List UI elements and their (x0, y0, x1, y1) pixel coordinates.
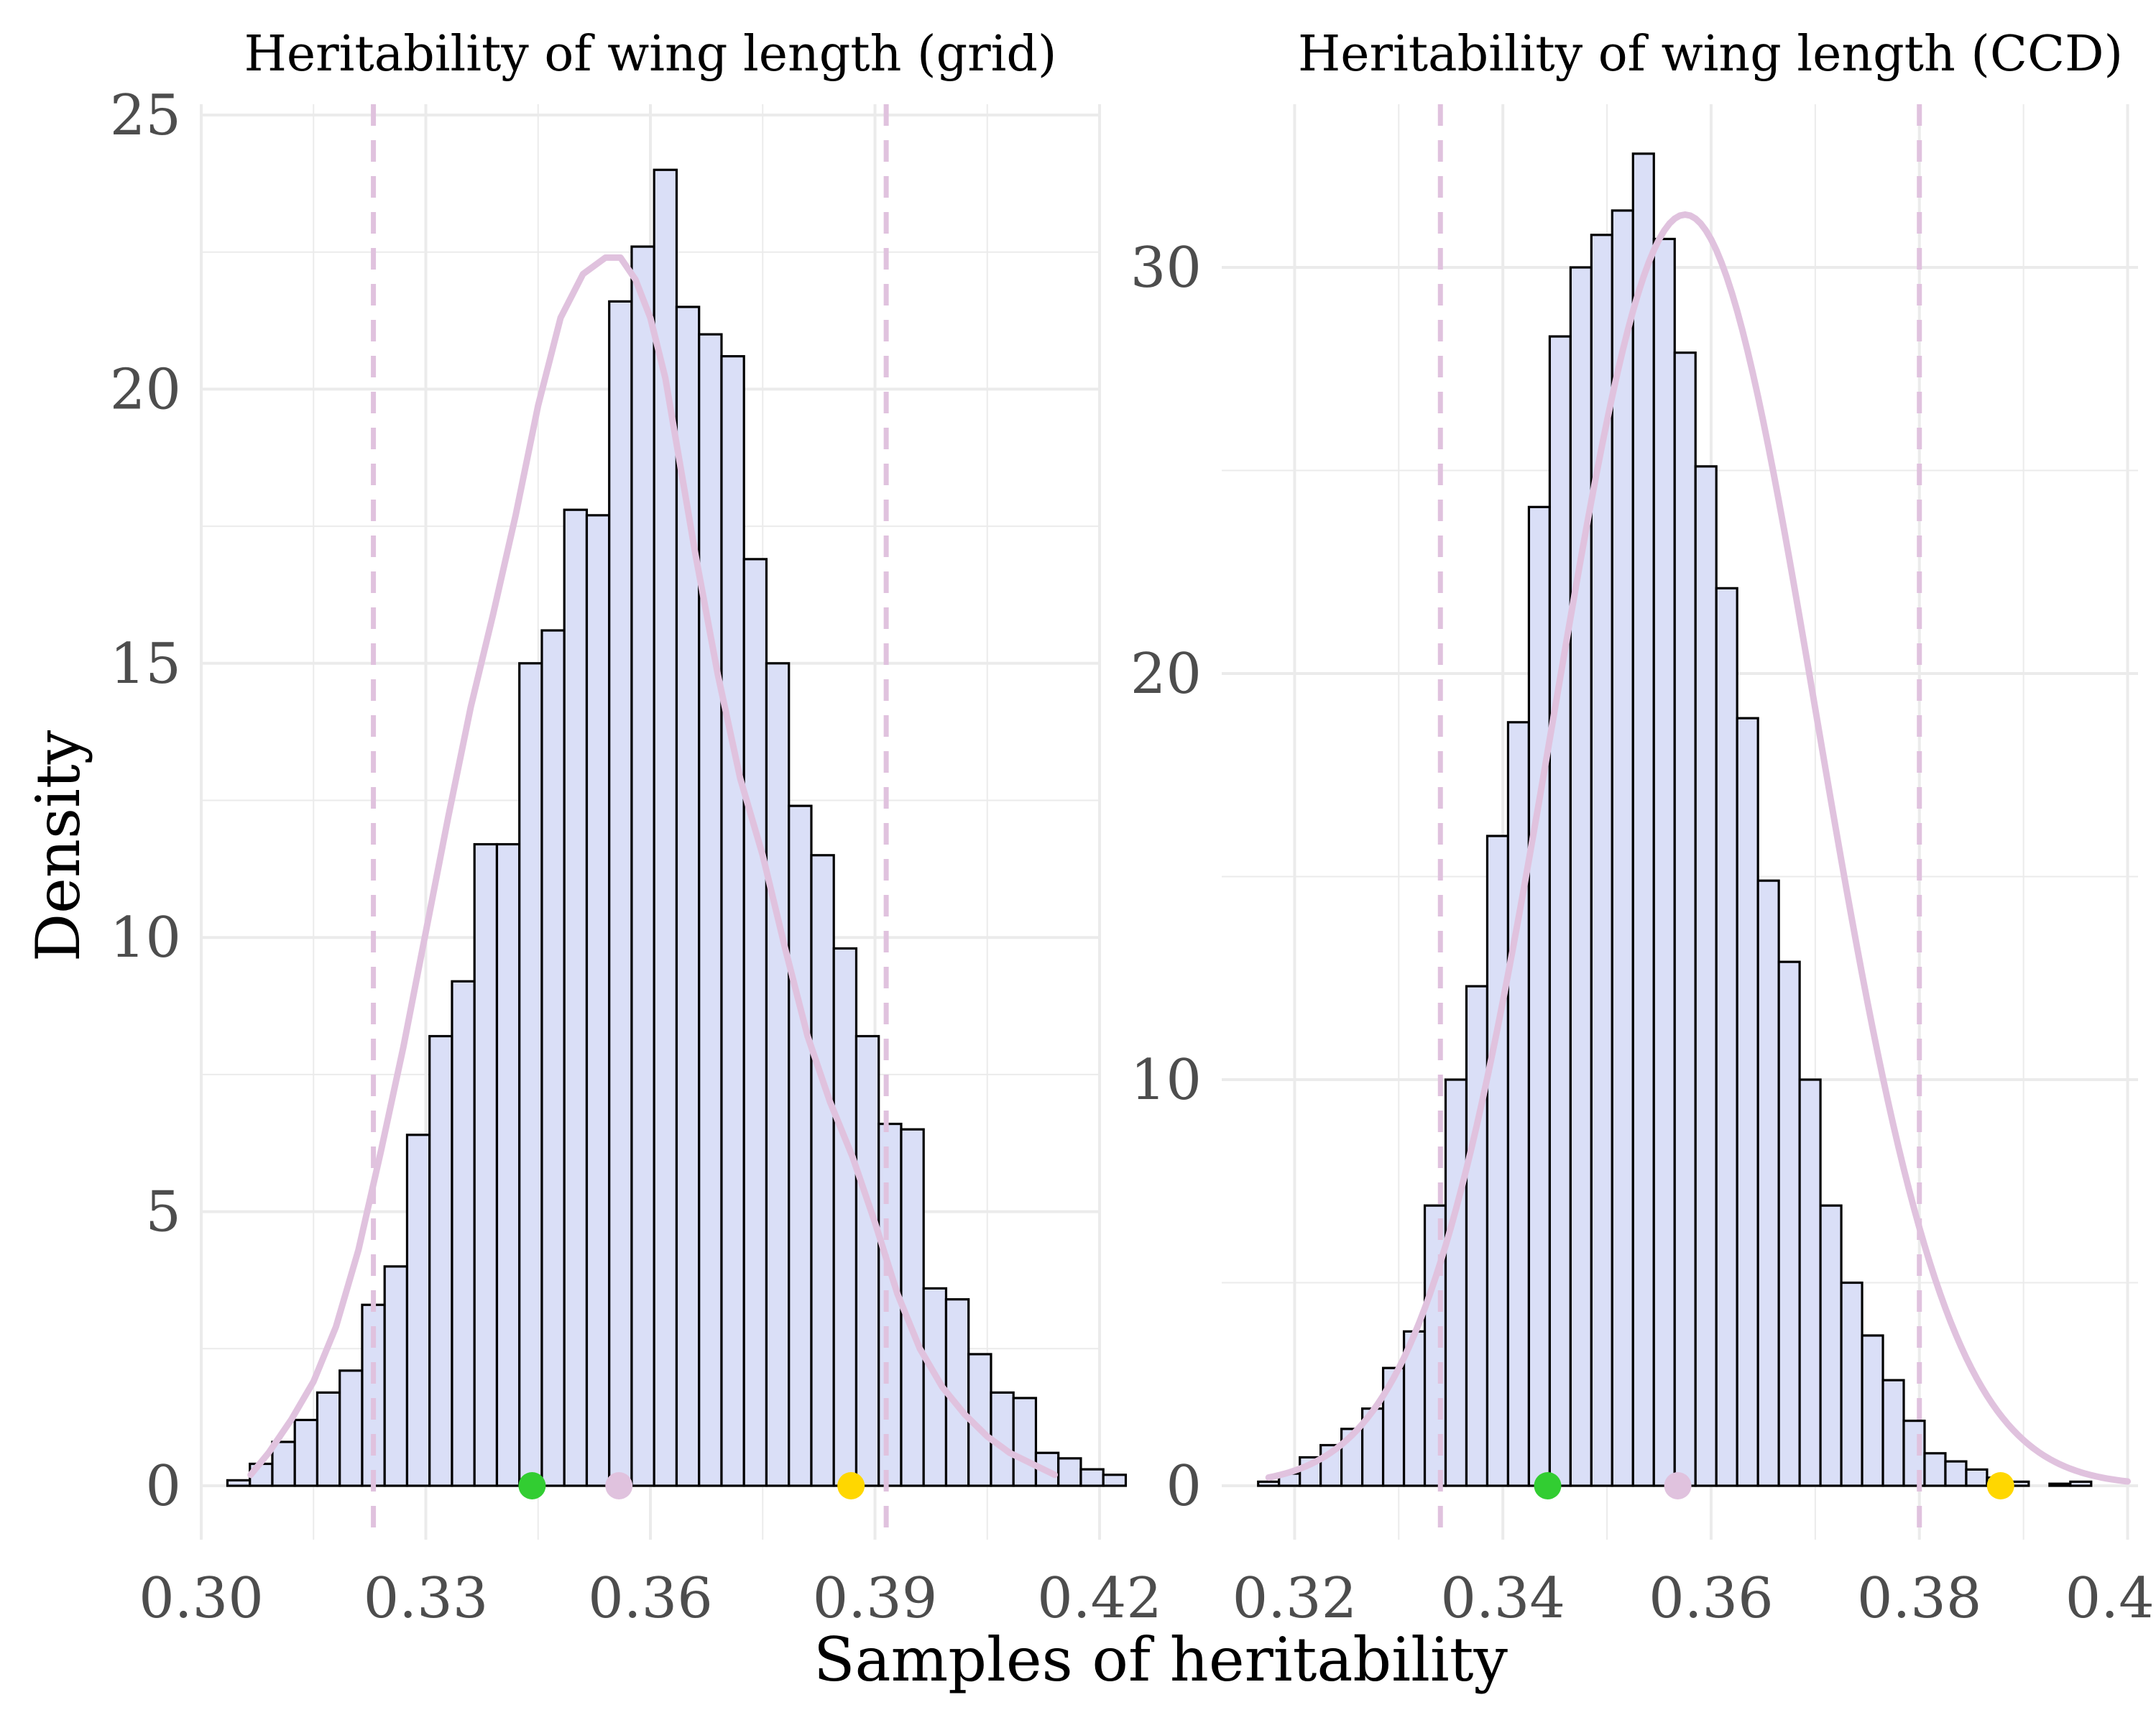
panel-title: Heritability of wing length (CCD) (1298, 26, 2123, 83)
summary-point (605, 1472, 633, 1499)
histogram-bar (1012, 1397, 1038, 1487)
y-tick-label: 15 (110, 632, 181, 697)
histogram-bar (563, 508, 589, 1487)
histogram-bar (1694, 465, 1718, 1487)
histogram-bar (1569, 266, 1593, 1487)
density-curve (247, 254, 1058, 1479)
histogram-bar (653, 168, 678, 1487)
histogram-bar (698, 333, 723, 1487)
panel-title: Heritability of wing length (grid) (244, 26, 1057, 83)
histogram-bar (1465, 985, 1489, 1487)
histogram-bar (495, 842, 521, 1487)
histogram-bar (1756, 879, 1780, 1487)
histogram-bar (338, 1369, 364, 1487)
x-axis-label: Samples of heritability (814, 1624, 1508, 1695)
y-tick-label: 30 (1130, 236, 1202, 300)
histogram-bar (1819, 1204, 1843, 1487)
y-tick-label: 10 (110, 906, 181, 970)
histogram-bar (1673, 351, 1697, 1487)
histogram-bar (608, 300, 633, 1487)
y-tick-label: 5 (145, 1180, 181, 1245)
histogram-bar (1257, 1480, 1281, 1487)
histogram-bar (1736, 717, 1759, 1487)
histogram-bar (1485, 835, 1510, 1487)
x-tick-label: 0.40 (2065, 1566, 2156, 1631)
y-tick-label: 0 (1166, 1454, 1202, 1519)
histogram-bar (518, 662, 543, 1487)
y-tick-label: 25 (110, 83, 181, 148)
histogram-bar (473, 842, 499, 1487)
summary-point (1986, 1472, 2014, 1499)
histogram-bar (1631, 152, 1655, 1487)
x-tick-label: 0.36 (1649, 1566, 1774, 1631)
histogram-bar (226, 1479, 252, 1487)
histogram-bar (1527, 505, 1551, 1487)
histogram-bar (1881, 1379, 1905, 1487)
summary-point (518, 1472, 546, 1499)
histogram-bar (1715, 587, 1738, 1487)
histogram-bar (1102, 1474, 1128, 1487)
histogram-bar (810, 854, 835, 1487)
histogram-bar (540, 629, 566, 1487)
histogram-bar (451, 980, 476, 1487)
histogram-bar (832, 947, 858, 1487)
histogram-bar (1965, 1468, 1989, 1487)
histogram-bar (1944, 1460, 1968, 1487)
histogram-bar (585, 514, 611, 1487)
histogram-bar (428, 1034, 453, 1487)
histogram-bar (854, 1034, 880, 1487)
histogram-bar (1057, 1457, 1082, 1487)
histogram-bar (405, 1134, 431, 1487)
x-tick-label: 0.36 (588, 1566, 713, 1631)
y-tick-label: 20 (1130, 642, 1202, 707)
histogram-bar (630, 245, 655, 1487)
histogram-bar (788, 804, 813, 1487)
summary-point (837, 1472, 865, 1499)
histogram-bar (1923, 1452, 1947, 1487)
x-tick-label: 0.42 (1037, 1566, 1162, 1631)
panel-1: 0 5 10 15 20 25 0.30 0.33 0.36 0.39 0.42 Heritabili… (110, 26, 1162, 1631)
x-tick-label: 0.34 (1440, 1566, 1565, 1631)
histogram-bar (1861, 1334, 1884, 1487)
y-tick-label: 10 (1130, 1048, 1202, 1113)
histogram-bar (1506, 721, 1531, 1487)
density-curve (1265, 211, 2132, 1485)
histogram-bar (2069, 1480, 2093, 1487)
histogram-bar (742, 558, 768, 1487)
histogram-bar (1798, 1078, 1822, 1487)
histogram-bar (765, 662, 791, 1487)
histogram-bar (1652, 237, 1676, 1487)
x-tick-label: 0.39 (813, 1566, 938, 1631)
histogram-bar (1840, 1281, 1864, 1487)
summary-point (1664, 1472, 1692, 1499)
histogram-bar (271, 1440, 296, 1487)
histogram-bar (383, 1265, 409, 1487)
histogram-bar (1611, 209, 1634, 1487)
summary-point (1534, 1472, 1562, 1499)
histogram-bar (315, 1391, 341, 1487)
histogram-bar (1548, 335, 1572, 1487)
panel-2: 0 10 20 30 0.32 0.34 0.36 0.38 0.40 Heritability … (1130, 26, 2156, 1631)
histogram-bar (1444, 1078, 1468, 1487)
y-tick-label: 0 (145, 1454, 181, 1519)
histogram-bar (1079, 1468, 1105, 1487)
y-tick-label: 20 (110, 357, 181, 422)
x-tick-label: 0.33 (364, 1566, 489, 1631)
x-tick-label: 0.38 (1857, 1566, 1982, 1631)
histogram-bar (2048, 1482, 2072, 1487)
histogram-bar (1777, 960, 1801, 1487)
x-tick-label: 0.30 (139, 1566, 264, 1631)
histogram-bar (293, 1418, 319, 1487)
x-tick-label: 0.32 (1233, 1566, 1358, 1631)
histogram-bar (675, 305, 701, 1487)
histogram-bar (720, 355, 745, 1487)
y-axis-label: Density (23, 730, 93, 962)
histogram-bar (877, 1122, 903, 1487)
